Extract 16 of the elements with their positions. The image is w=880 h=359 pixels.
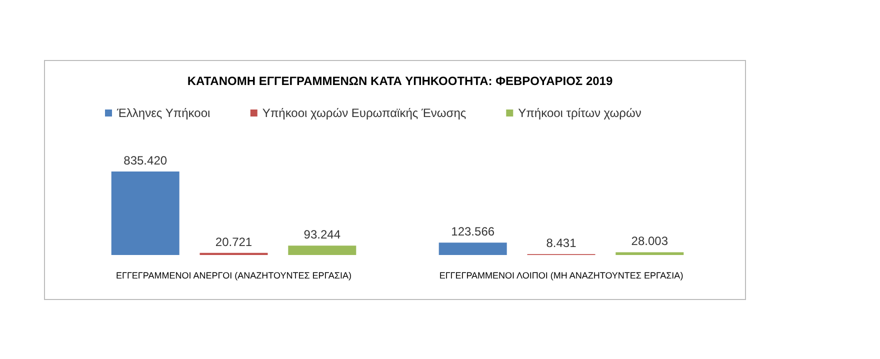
bar [616,252,684,255]
legend-label: Έλληνες Υπήκοοι [116,106,210,120]
legend-label: Υπήκοοι χωρών Ευρωπαϊκής Ένωσης [262,106,466,120]
x-tick-label: ΕΓΓΕΓΡΑΜΜΕΝΟΙ ΛΟΙΠΟΙ (ΜΗ ΑΝΑΖΗΤΟΥΝΤΕΣ ΕΡΓΑΣΙΑ) [439,270,684,280]
bar [111,171,180,255]
data-label: 28.003 [631,234,668,248]
data-label: 8.431 [546,236,577,250]
bar [288,246,356,255]
data-label: 835.420 [124,153,168,168]
data-label: 93.244 [304,228,341,242]
x-tick-label: ΕΓΓΕΓΡΑΜΜΕΝΟΙ ΑΝΕΡΓΟΙ (ΑΝΑΖΗΤΟΥΝΤΕΣ ΕΡΓΑΣΙΑ) [116,270,352,280]
bar [438,242,507,255]
data-label: 123.566 [451,224,495,239]
legend-label: Υπήκοοι τρίτων χωρών [518,106,642,120]
data-label: 20.721 [215,234,252,249]
chart-title: ΚΑΤΑΝΟΜΗ ΕΓΓΕΓΡΑΜΜΕΝΩΝ ΚΑΤΑ ΥΠΗΚΟΟΤΗΤΑ: ΦΕΒΡΟΥΑΡΙΟΣ 2019 [187,74,613,88]
